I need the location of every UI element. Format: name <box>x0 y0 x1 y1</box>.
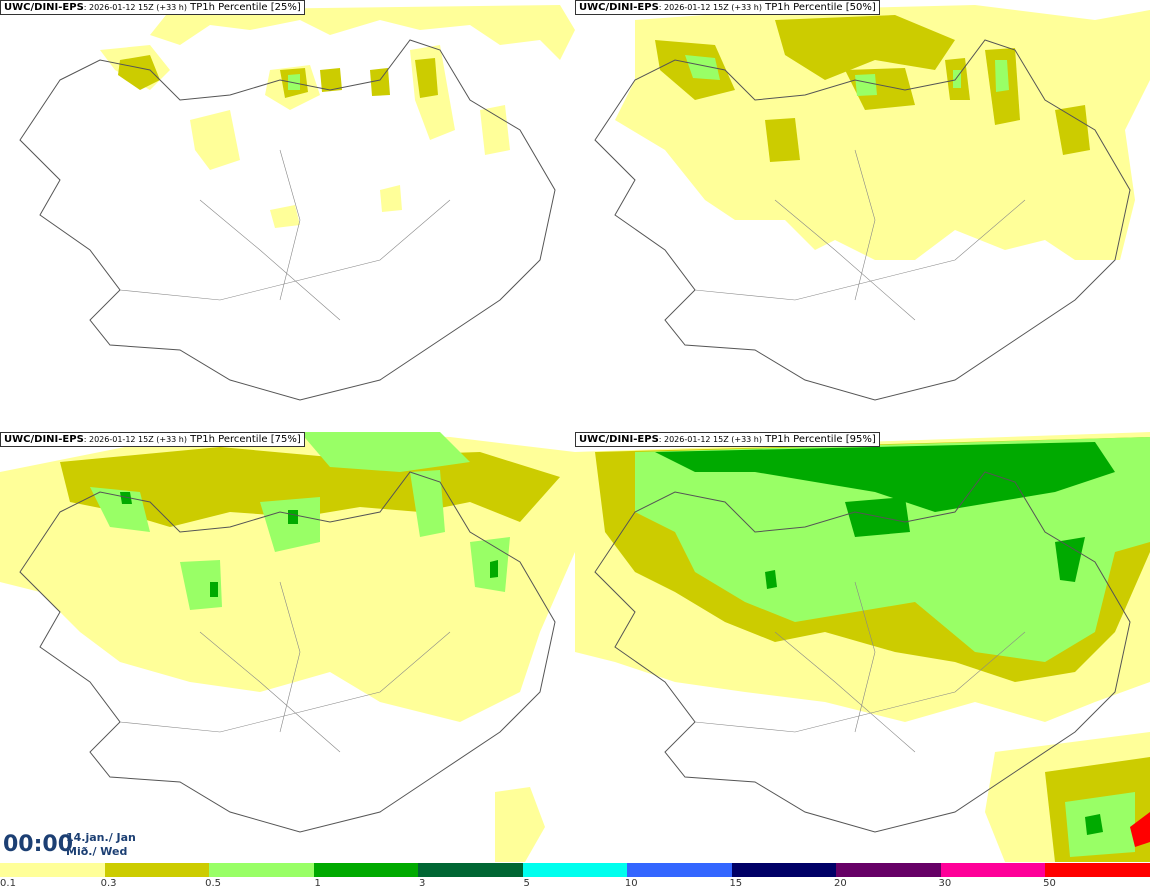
legend-swatch <box>836 863 942 877</box>
precip-map-p50 <box>594 5 1150 401</box>
precip-map-p25 <box>19 5 575 401</box>
legend-label: 10 <box>624 878 638 889</box>
precip-map-p95 <box>575 432 1150 862</box>
field-name: TP1h Percentile [50%] <box>761 2 876 13</box>
valid-date-line2: Mið./ Wed <box>66 845 128 858</box>
legend-swatch <box>0 863 106 877</box>
run-info: : 2026-01-12 15Z (+33 h) <box>83 435 187 444</box>
map-panel-p95: UWC/DINI-EPS: 2026-01-12 15Z (+33 h) TP1… <box>575 432 1150 862</box>
map-panel-p25: UWC/DINI-EPS: 2026-01-12 15Z (+33 h) TP1… <box>0 0 575 430</box>
legend-label: 3 <box>418 878 426 889</box>
run-info: : 2026-01-12 15Z (+33 h) <box>658 3 762 12</box>
legend-label: 50 <box>1043 878 1056 889</box>
legend-label: 0.5 <box>205 878 222 889</box>
valid-time-date: 14.jan./ Jan Mið./ Wed <box>66 831 136 859</box>
legend-swatch <box>313 863 420 877</box>
precip-map-p75 <box>0 432 575 862</box>
model-name: UWC/DINI-EPS <box>4 2 84 13</box>
legend-swatch <box>940 863 1047 877</box>
legend-label: 1 <box>314 878 321 889</box>
legend-swatch <box>418 863 524 877</box>
panel-title: UWC/DINI-EPS: 2026-01-12 15Z (+33 h) TP1… <box>575 432 880 447</box>
legend-label: 15 <box>729 878 743 889</box>
valid-date-line1: 14.jan./ Jan <box>66 831 136 844</box>
panel-title: UWC/DINI-EPS: 2026-01-12 15Z (+33 h) TP1… <box>0 0 305 15</box>
legend-swatch <box>1045 863 1150 877</box>
panel-title: UWC/DINI-EPS: 2026-01-12 15Z (+33 h) TP1… <box>0 432 305 447</box>
legend-swatch <box>522 863 629 877</box>
panel-title: UWC/DINI-EPS: 2026-01-12 15Z (+33 h) TP1… <box>575 0 880 15</box>
model-name: UWC/DINI-EPS <box>579 2 659 13</box>
model-name: UWC/DINI-EPS <box>579 434 659 445</box>
field-name: TP1h Percentile [95%] <box>761 434 876 445</box>
legend-swatch <box>627 863 733 877</box>
legend-swatch <box>731 863 838 877</box>
legend-color-bar <box>0 863 1150 877</box>
run-info: : 2026-01-12 15Z (+33 h) <box>658 435 762 444</box>
valid-time-clock: 00:00 <box>3 832 74 857</box>
field-name: TP1h Percentile [75%] <box>186 434 301 445</box>
legend-label: 5 <box>523 878 530 889</box>
map-panel-p50: UWC/DINI-EPS: 2026-01-12 15Z (+33 h) TP1… <box>575 0 1150 430</box>
legend-label: 20 <box>833 878 847 889</box>
valid-time-box: 00:00 14.jan./ Jan Mið./ Wed <box>0 828 137 862</box>
legend-swatch <box>104 863 211 877</box>
legend-swatch <box>209 863 315 877</box>
color-legend: 0.1 0.3 0.5 1 3 5 10 15 20 30 50 <box>0 863 1150 891</box>
run-info: : 2026-01-12 15Z (+33 h) <box>83 3 187 12</box>
legend-label: 30 <box>938 878 952 889</box>
legend-label: 0.1 <box>0 878 16 889</box>
model-name: UWC/DINI-EPS <box>4 434 84 445</box>
legend-label: 0.3 <box>100 878 117 889</box>
field-name: TP1h Percentile [25%] <box>186 2 301 13</box>
map-panel-p75: UWC/DINI-EPS: 2026-01-12 15Z (+33 h) TP1… <box>0 432 575 862</box>
